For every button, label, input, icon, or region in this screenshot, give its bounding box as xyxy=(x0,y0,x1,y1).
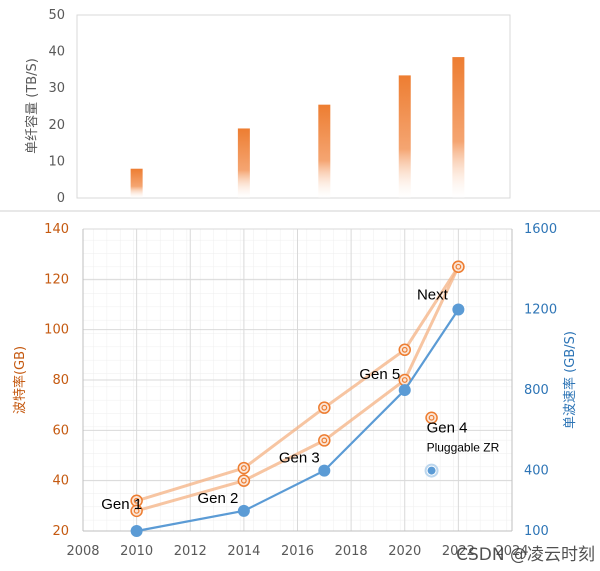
right-y-tick: 1600 xyxy=(524,222,557,237)
baud-rate-point-inner xyxy=(240,465,247,471)
x-tick: 2008 xyxy=(66,544,99,559)
baud-rate-point xyxy=(130,504,143,518)
top-y-tick: 10 xyxy=(48,154,65,169)
x-tick: 2014 xyxy=(227,544,260,559)
left-y-tick: 40 xyxy=(52,474,69,489)
top-plot-area xyxy=(76,14,511,199)
baud-rate-point xyxy=(237,461,251,475)
pluggable-zr-rate-point xyxy=(427,466,436,475)
top-y-axis-label: 单纤容量 (TB/S) xyxy=(24,58,40,154)
left-y-axis-label: 波特率(GB) xyxy=(12,346,28,414)
annotation-label: Gen 4 xyxy=(427,420,468,437)
baud-rate-point xyxy=(237,474,251,487)
top-y-tick: 30 xyxy=(48,81,65,96)
baud-rate-series xyxy=(130,260,465,518)
right-y-tick: 400 xyxy=(524,464,549,479)
baud-rate-point-inner xyxy=(428,414,435,421)
wavelength-rate-point xyxy=(398,384,411,397)
top-y-tick: 50 xyxy=(48,8,65,23)
left-y-tick: 140 xyxy=(44,222,69,237)
wavelength-rate-point xyxy=(452,303,465,316)
baud-rate-point-inner xyxy=(133,507,140,514)
top-bar xyxy=(452,57,465,199)
x-tick: 2020 xyxy=(388,544,421,559)
baud-rate-point-inner xyxy=(401,346,408,353)
baud-rate-point-inner xyxy=(321,437,328,444)
baud-rate-point xyxy=(452,260,465,273)
annotation-label: Gen 5 xyxy=(359,366,400,383)
wavelength-rate-point xyxy=(318,464,331,477)
generation-annotations: Gen 1 Gen 2 Gen 3 Gen 5 Gen 4 Pluggable ZR Nex… xyxy=(101,287,499,513)
top-y-tick: 40 xyxy=(48,45,65,60)
wavelength-rate-point xyxy=(237,504,250,517)
top-y-ticks: 0 10 20 30 40 50 xyxy=(48,8,65,206)
watermark: CSDN @凌云时刻 xyxy=(456,545,595,565)
top-bar xyxy=(398,75,411,198)
x-tick: 2024 xyxy=(495,544,528,559)
top-y-tick: 20 xyxy=(48,118,65,133)
x-tick: 2018 xyxy=(335,544,368,559)
x-tick: 2016 xyxy=(281,544,314,559)
annotation-label: Gen 2 xyxy=(197,490,238,507)
wavelength-rate-series xyxy=(130,303,465,537)
top-bar xyxy=(237,128,250,198)
top-y-tick: 0 xyxy=(57,191,65,206)
annotation-sublabel: Pluggable ZR xyxy=(427,441,500,455)
top-bar xyxy=(130,168,143,198)
baud-rate-point xyxy=(398,343,411,357)
baud-rate-point-inner xyxy=(133,497,140,504)
top-bars xyxy=(130,57,465,199)
annotation-label: Gen 1 xyxy=(101,496,142,513)
right-y-tick: 800 xyxy=(524,383,549,398)
wavelength-rate-point xyxy=(130,525,143,537)
baud-rate-point-inner xyxy=(401,377,408,383)
top-bar xyxy=(318,104,331,198)
baud-rate-point xyxy=(318,401,331,414)
baud-rate-point xyxy=(318,434,331,447)
x-tick: 2022 xyxy=(442,544,475,559)
bottom-ticks: 2008 2010 2012 2014 2016 2018 2020 2022 2024 20 40… xyxy=(44,222,557,559)
annotation-label: Next xyxy=(417,287,449,304)
x-tick: 2010 xyxy=(120,544,153,559)
x-tick: 2012 xyxy=(174,544,207,559)
baud-rate-point xyxy=(425,411,438,424)
baud-rate-point-inner xyxy=(240,477,247,484)
left-y-tick: 100 xyxy=(44,323,69,338)
right-y-tick: 1200 xyxy=(524,303,557,318)
right-y-axis-label: 单波速率 (GB/S) xyxy=(562,331,578,429)
baud-rate-point-inner xyxy=(321,404,328,411)
baud-rate-point-inner xyxy=(455,263,462,270)
left-y-tick: 60 xyxy=(52,423,69,438)
right-y-tick: 100 xyxy=(524,524,549,539)
left-y-tick: 20 xyxy=(52,524,69,539)
left-y-tick: 80 xyxy=(52,373,69,388)
annotation-label: Gen 3 xyxy=(279,450,320,467)
left-y-tick: 120 xyxy=(44,272,69,287)
